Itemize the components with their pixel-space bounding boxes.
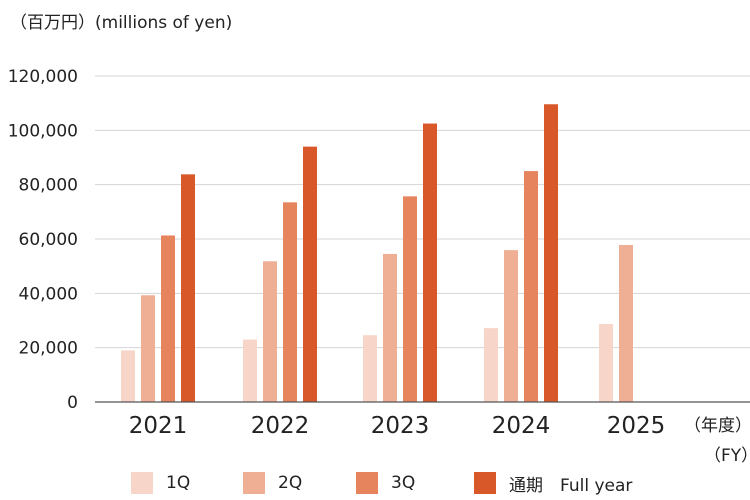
bar-2022-3 <box>283 202 297 402</box>
x-tick-label: 2023 <box>371 413 430 439</box>
bar-2025-2 <box>619 244 633 402</box>
legend-label-full-year: 通期 Full year <box>509 475 633 496</box>
y-tick-label: 80,000 <box>19 176 78 196</box>
x-tick-label: 2022 <box>251 413 310 439</box>
bar-2022-1 <box>243 339 257 402</box>
bar-2023-4 <box>423 123 437 403</box>
bar-2023-3 <box>403 196 417 402</box>
bar-2021-1 <box>121 350 135 402</box>
x-tick-label: 2021 <box>129 413 188 439</box>
legend-item-2q: 2Q <box>243 470 302 496</box>
y-tick-label: 100,000 <box>8 121 78 141</box>
bar-2021-4 <box>181 174 195 402</box>
bar-chart: 120,000100,00080,00060,00040,00020,0000 … <box>8 67 750 439</box>
gridlines <box>95 75 750 349</box>
x-unit-label-jp: （年度） <box>684 416 750 436</box>
legend-label-1q: 1Q <box>166 473 191 493</box>
legend-swatch-full-year <box>474 472 496 494</box>
y-tick-label: 20,000 <box>19 339 78 359</box>
legend: 1Q 2Q 3Q 通期 Full year <box>0 470 750 496</box>
bars <box>121 104 633 403</box>
legend-swatch-2q <box>243 472 265 494</box>
bar-2024-2 <box>504 250 518 402</box>
legend-label-3q: 3Q <box>391 473 416 493</box>
legend-swatch-1q <box>131 472 153 494</box>
y-tick-label: 40,000 <box>19 284 78 304</box>
x-axis-ticks: 2021 2022 2023 2024 2025 <box>129 413 666 439</box>
legend-item-full-year: 通期 Full year <box>474 470 632 496</box>
bar-2024-4 <box>544 104 558 403</box>
legend-item-1q: 1Q <box>131 470 190 496</box>
bar-2022-4 <box>303 146 317 402</box>
bar-2022-2 <box>263 261 277 402</box>
bar-2023-1 <box>363 335 377 402</box>
y-tick-label: 120,000 <box>8 67 78 87</box>
legend-label-2q: 2Q <box>278 473 303 493</box>
bar-2024-1 <box>484 328 498 402</box>
legend-item-3q: 3Q <box>356 470 415 496</box>
y-tick-label: 0 <box>67 393 78 413</box>
bar-2021-2 <box>141 295 155 402</box>
x-tick-label: 2025 <box>607 413 666 439</box>
y-axis-ticks: 120,000 100,000 80,000 60,000 40,000 20,000 0 <box>8 67 78 413</box>
x-unit-label-en: （FY） <box>704 446 750 466</box>
y-unit-label: （百万円）(millions of yen) <box>10 13 233 33</box>
bar-2023-2 <box>383 253 397 402</box>
bar-2021-3 <box>161 235 175 402</box>
x-tick-label: 2024 <box>492 413 551 439</box>
bar-2025-1 <box>599 324 613 402</box>
y-tick-label: 60,000 <box>19 230 78 250</box>
bar-2024-3 <box>524 171 538 402</box>
legend-swatch-3q <box>356 472 378 494</box>
